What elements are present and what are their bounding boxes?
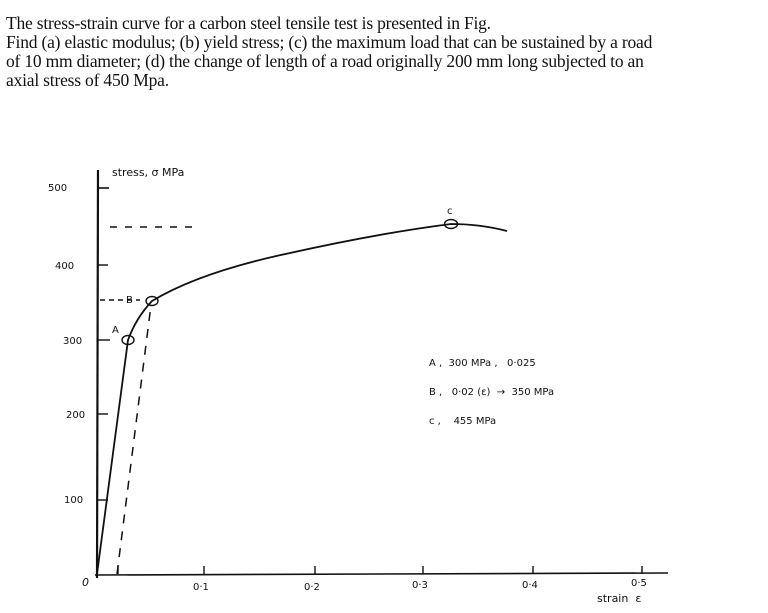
y-axis bbox=[95, 169, 100, 579]
x-axis-label: strain ε bbox=[597, 592, 641, 605]
point-c-label: c bbox=[447, 206, 453, 217]
offset-dashed-line bbox=[116, 304, 152, 575]
origin-label: 0 bbox=[82, 576, 89, 589]
problem-line-3: of 10 mm diameter; (d) the change of len… bbox=[6, 51, 644, 71]
point-c-marker bbox=[443, 218, 459, 230]
note-a: A , 300 MPa , 0·025 bbox=[429, 358, 536, 369]
note-b: B , 0·02 (ε) → 350 MPa bbox=[429, 387, 554, 398]
ytick-label-300: 300 bbox=[63, 336, 82, 347]
problem-line-2: Find (a) elastic modulus; (b) yield stre… bbox=[6, 32, 653, 52]
problem-statement: The stress-strain curve for a carbon ste… bbox=[6, 14, 766, 90]
ytick-label-400: 400 bbox=[55, 261, 74, 272]
y-axis-label: stress, σ MPa bbox=[112, 166, 184, 179]
point-a-label: A bbox=[112, 325, 119, 336]
xtick-label-0.5: 0·5 bbox=[631, 578, 647, 589]
ytick-label-200: 200 bbox=[66, 410, 85, 421]
point-b-marker bbox=[145, 295, 159, 307]
problem-line-4: axial stress of 450 Mpa. bbox=[6, 70, 169, 90]
stress-strain-curve bbox=[96, 223, 508, 575]
point-b-label: B bbox=[126, 295, 133, 306]
xtick-label-0.2: 0·2 bbox=[304, 582, 320, 593]
ytick-label-100: 100 bbox=[64, 495, 83, 506]
xtick-label-0.3: 0·3 bbox=[412, 580, 428, 591]
note-c: c , 455 MPa bbox=[429, 416, 496, 427]
ytick-label-500: 500 bbox=[48, 183, 67, 194]
xtick-label-0.1: 0·1 bbox=[193, 582, 209, 593]
x-axis bbox=[94, 572, 669, 576]
xtick-label-0.4: 0·4 bbox=[522, 580, 538, 591]
point-a-marker bbox=[121, 334, 135, 346]
problem-line-1: The stress-strain curve for a carbon ste… bbox=[6, 13, 491, 33]
